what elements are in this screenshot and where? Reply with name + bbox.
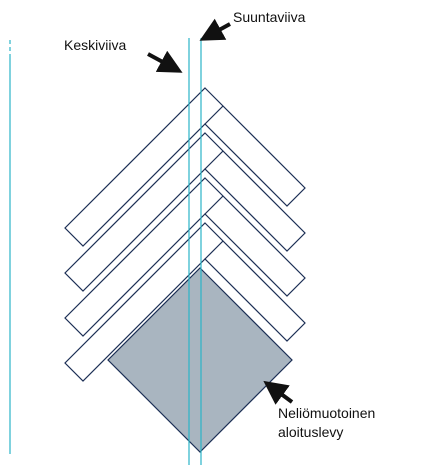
label: Neliömuotoinen <box>278 405 375 421</box>
plank-joint <box>204 150 224 170</box>
square-start-plate <box>107 267 293 453</box>
herringbone <box>64 87 306 382</box>
label: Keskiviiva <box>64 37 126 53</box>
arrow <box>147 50 183 73</box>
label: Suuntaviiva <box>233 9 306 25</box>
label: aloituslevy <box>278 424 343 440</box>
plank-joint <box>204 105 224 125</box>
arrow <box>199 18 231 41</box>
plank-joint <box>204 240 224 260</box>
plank-joint <box>204 195 224 215</box>
arrow <box>263 380 294 405</box>
